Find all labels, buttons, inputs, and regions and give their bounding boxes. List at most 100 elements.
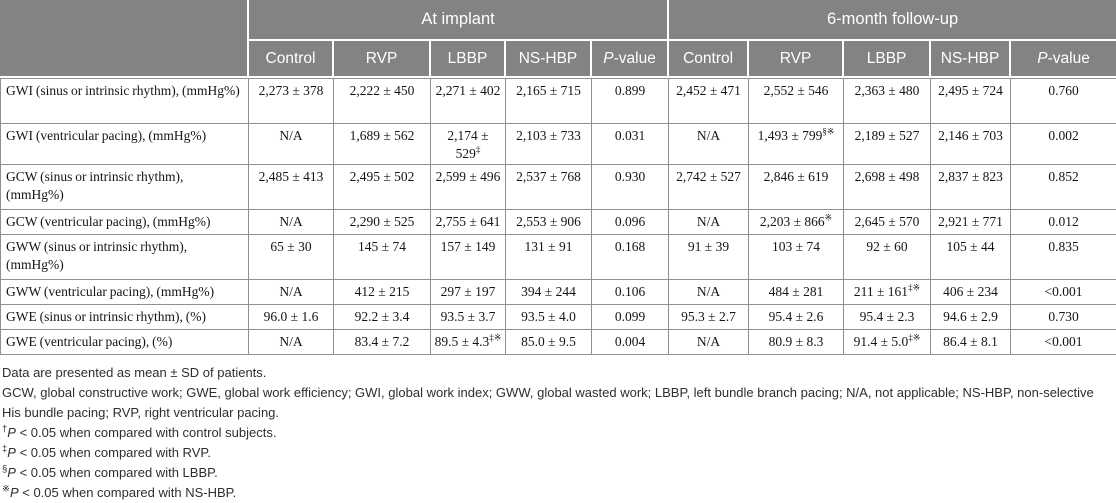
value-cell: N/A — [669, 280, 749, 305]
significance-footnote: ※P < 0.05 when compared with NS-HBP. — [2, 483, 1110, 503]
value-cell: 211 ± 161‡※ — [844, 280, 931, 305]
row-label: GWE (sinus or intrinsic rhythm), (%) — [1, 305, 249, 330]
value-cell: 0.099 — [592, 305, 669, 330]
row-label: GWI (ventricular pacing), (mmHg%) — [1, 124, 249, 165]
footnotes-general: Data are presented as mean ± SD of patie… — [2, 363, 1110, 423]
value-cell: 103 ± 74 — [749, 235, 844, 280]
value-cell: N/A — [669, 210, 749, 235]
value-cell: 2,271 ± 402 — [431, 79, 506, 124]
value-cell: 2,189 ± 527 — [844, 124, 931, 165]
value-cell: 2,921 ± 771 — [931, 210, 1011, 235]
value-cell: 0.899 — [592, 79, 669, 124]
value-cell: 95.4 ± 2.6 — [749, 305, 844, 330]
value-cell: 0.760 — [1011, 79, 1116, 124]
value-cell: 92 ± 60 — [844, 235, 931, 280]
footnote-line: Data are presented as mean ± SD of patie… — [2, 363, 1110, 383]
value-cell: 412 ± 215 — [334, 280, 431, 305]
significance-footnote: §P < 0.05 when compared with LBBP. — [2, 463, 1110, 483]
col-header-lbbp: LBBP — [843, 40, 930, 76]
value-cell: 2,742 ± 527 — [669, 165, 749, 210]
value-cell: N/A — [249, 330, 334, 355]
group-header-at-implant: At implant — [248, 0, 668, 40]
value-cell: 2,837 ± 823 — [931, 165, 1011, 210]
value-cell: 2,755 ± 641 — [431, 210, 506, 235]
footnotes: Data are presented as mean ± SD of patie… — [0, 355, 1116, 503]
significance-marker: ‡※ — [908, 333, 920, 343]
value-cell: 0.168 — [592, 235, 669, 280]
table-row: GWE (sinus or intrinsic rhythm), (%)96.0… — [1, 305, 1116, 330]
value-cell: 157 ± 149 — [431, 235, 506, 280]
value-cell: 2,599 ± 496 — [431, 165, 506, 210]
value-cell: 2,363 ± 480 — [844, 79, 931, 124]
value-cell: 0.031 — [592, 124, 669, 165]
col-header-p-value: P-value — [591, 40, 668, 76]
value-cell: 89.5 ± 4.3‡※ — [431, 330, 506, 355]
group-header-row: At implant 6-month follow-up — [0, 0, 1116, 40]
value-cell: 1,493 ± 799§※ — [749, 124, 844, 165]
significance-marker: ※ — [825, 213, 833, 223]
group-header-followup: 6-month follow-up — [668, 0, 1116, 40]
col-header-p-value: P-value — [1010, 40, 1116, 76]
value-cell: 2,495 ± 502 — [334, 165, 431, 210]
value-cell: 2,222 ± 450 — [334, 79, 431, 124]
value-cell: 2,273 ± 378 — [249, 79, 334, 124]
col-header-ns-hbp: NS-HBP — [505, 40, 591, 76]
significance-marker: ‡※ — [908, 283, 920, 293]
value-cell: 2,146 ± 703 — [931, 124, 1011, 165]
significance-marker: ‡ — [476, 144, 481, 154]
value-cell: 0.835 — [1011, 235, 1116, 280]
table-body: GWI (sinus or intrinsic rhythm), (mmHg%)… — [0, 78, 1116, 355]
value-cell: 92.2 ± 3.4 — [334, 305, 431, 330]
value-cell: 0.730 — [1011, 305, 1116, 330]
value-cell: 91.4 ± 5.0‡※ — [844, 330, 931, 355]
value-cell: N/A — [669, 330, 749, 355]
col-header-rvp: RVP — [748, 40, 843, 76]
value-cell: N/A — [249, 210, 334, 235]
value-cell: 484 ± 281 — [749, 280, 844, 305]
value-cell: 2,290 ± 525 — [334, 210, 431, 235]
value-cell: 2,537 ± 768 — [506, 165, 592, 210]
value-cell: 2,452 ± 471 — [669, 79, 749, 124]
col-header-control: Control — [668, 40, 748, 76]
value-cell: 2,165 ± 715 — [506, 79, 592, 124]
row-label: GCW (ventricular pacing), (mmHg%) — [1, 210, 249, 235]
value-cell: 105 ± 44 — [931, 235, 1011, 280]
row-label: GWE (ventricular pacing), (%) — [1, 330, 249, 355]
corner-cell — [0, 0, 248, 76]
value-cell: 93.5 ± 4.0 — [506, 305, 592, 330]
significance-footnote: †P < 0.05 when compared with control sub… — [2, 423, 1110, 443]
value-cell: 2,495 ± 724 — [931, 79, 1011, 124]
significance-marker: ‡※ — [489, 333, 501, 343]
value-cell: 93.5 ± 3.7 — [431, 305, 506, 330]
value-cell: 2,698 ± 498 — [844, 165, 931, 210]
value-cell: 85.0 ± 9.5 — [506, 330, 592, 355]
value-cell: 2,645 ± 570 — [844, 210, 931, 235]
value-cell: 0.930 — [592, 165, 669, 210]
value-cell: 95.4 ± 2.3 — [844, 305, 931, 330]
value-cell: 2,552 ± 546 — [749, 79, 844, 124]
value-cell: 2,846 ± 619 — [749, 165, 844, 210]
value-cell: 297 ± 197 — [431, 280, 506, 305]
row-label: GWW (sinus or intrinsic rhythm), (mmHg%) — [1, 235, 249, 280]
value-cell: 0.852 — [1011, 165, 1116, 210]
value-cell: 2,203 ± 866※ — [749, 210, 844, 235]
value-cell: 2,174 ± 529‡ — [431, 124, 506, 165]
value-cell: 394 ± 244 — [506, 280, 592, 305]
value-cell: 65 ± 30 — [249, 235, 334, 280]
footnote-line: GCW, global constructive work; GWE, glob… — [2, 383, 1110, 423]
row-label: GWW (ventricular pacing), (mmHg%) — [1, 280, 249, 305]
value-cell: 0.012 — [1011, 210, 1116, 235]
value-cell: 94.6 ± 2.9 — [931, 305, 1011, 330]
value-cell: 2,553 ± 906 — [506, 210, 592, 235]
value-cell: 0.002 — [1011, 124, 1116, 165]
value-cell: N/A — [669, 124, 749, 165]
significance-marker: §※ — [822, 127, 834, 137]
table-row: GWW (ventricular pacing), (mmHg%) N/A 412 … — [1, 280, 1116, 305]
table-row: GWW (sinus or intrinsic rhythm), (mmHg%)… — [1, 235, 1116, 280]
value-cell: 91 ± 39 — [669, 235, 749, 280]
